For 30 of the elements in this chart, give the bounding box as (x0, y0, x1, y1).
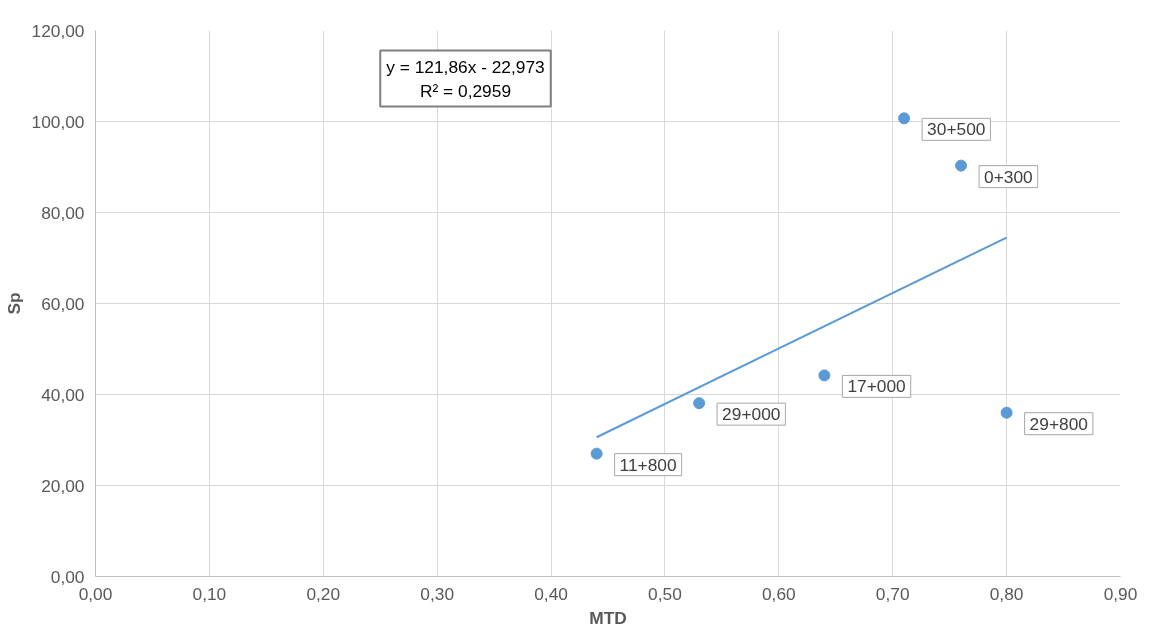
y-tick-label: 40,00 (41, 384, 85, 405)
y-tick-label: 60,00 (41, 293, 85, 314)
point (1000, 406, 1013, 419)
x-tick-label: 0,90 (1103, 583, 1138, 604)
annotation: 0+300 (984, 166, 1033, 187)
y-tick-label: 80,00 (41, 202, 85, 223)
x-tick-label: 0,70 (875, 583, 910, 604)
point (898, 112, 911, 125)
annotation: 29+000 (722, 404, 781, 425)
annotation: y = 121,86x - 22,973 R² = 0,2959 (386, 56, 545, 101)
x-tick-label: 0,30 (420, 583, 455, 604)
x-tick-label: 0,20 (306, 583, 341, 604)
y-tick-label: 20,00 (41, 475, 85, 496)
x-tick-label: 0,40 (534, 583, 568, 604)
point (955, 159, 968, 172)
y-tick-label: 100,00 (31, 111, 85, 132)
annotation: 11+800 (619, 454, 677, 475)
x-tick-label: 0,60 (761, 583, 796, 604)
x-tick-label: 0,80 (989, 583, 1024, 604)
x-axis-title: MTD (589, 607, 627, 628)
y-axis-title: Sp (3, 292, 24, 315)
annotation: 17+000 (847, 376, 906, 397)
annotation: 29+800 (1029, 413, 1088, 434)
y-tick-label: 120,00 (31, 20, 85, 41)
annotation: 30+500 (927, 119, 986, 140)
point (693, 397, 706, 410)
x-tick-label: 0,10 (192, 583, 227, 604)
x-tick-label: 0,50 (648, 583, 682, 604)
point (818, 369, 831, 382)
point (590, 447, 603, 460)
